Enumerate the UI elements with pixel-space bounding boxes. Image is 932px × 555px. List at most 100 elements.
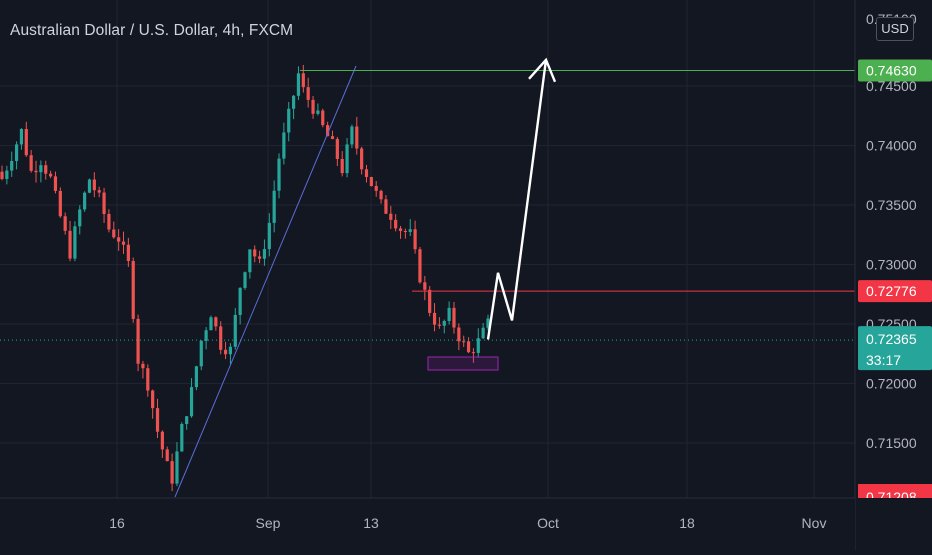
ascending-trendline (174, 65, 357, 498)
candle (486, 314, 490, 331)
candle (257, 250, 262, 264)
candle (0, 165, 4, 181)
candle-body (68, 230, 72, 259)
candle-body (267, 222, 271, 250)
candle (413, 220, 417, 254)
candle-body (39, 165, 43, 173)
candle (170, 453, 174, 492)
candle-body (175, 451, 179, 484)
candle (117, 229, 121, 251)
candle-body (126, 244, 130, 261)
candle (437, 317, 441, 329)
candle-body (151, 390, 155, 409)
candle (287, 101, 291, 142)
candle-body (350, 126, 354, 145)
candle (272, 180, 276, 233)
candle-body (398, 228, 403, 232)
candle-body (102, 192, 106, 214)
candle (432, 303, 437, 332)
y-tick-label: 0.72000 (866, 376, 917, 392)
candle-body (452, 307, 456, 328)
candle-body (316, 110, 320, 114)
candle-body (34, 170, 38, 173)
candle (97, 186, 101, 198)
candle-body (272, 190, 276, 223)
candle (447, 301, 451, 325)
x-tick-label: Sep (256, 515, 281, 531)
candle-body (233, 314, 237, 347)
candle (471, 348, 476, 363)
candle (121, 231, 126, 254)
candle-body (292, 95, 296, 109)
candle (92, 172, 96, 198)
candle-body (476, 338, 480, 353)
candle (14, 141, 19, 170)
projection-arrowhead (528, 57, 557, 83)
support-zone-box (427, 356, 499, 371)
candle (277, 153, 281, 199)
candle-body (238, 287, 242, 315)
currency-button[interactable]: USD (876, 17, 914, 41)
current-price-tag: 0.72365 33:17 (858, 326, 932, 371)
candle-body (121, 241, 126, 245)
candle-body (257, 256, 262, 259)
candle-body (379, 190, 383, 200)
chart-grid (0, 0, 855, 498)
candle-body (466, 341, 471, 353)
candle-body (87, 179, 92, 193)
candle-body (92, 179, 96, 191)
candle (267, 213, 271, 257)
candle-body (374, 185, 378, 191)
candle-body (49, 173, 53, 177)
target-price-tag: 0.74630 (858, 59, 932, 82)
candle (457, 323, 461, 351)
candle-body (423, 282, 427, 290)
candle (384, 195, 388, 215)
candle (78, 205, 82, 235)
candle (19, 128, 24, 150)
candle-body (418, 249, 422, 283)
candle-body (345, 144, 349, 174)
candle (262, 239, 267, 266)
candle (282, 122, 286, 165)
candle (462, 335, 466, 347)
current-price-text: 0.72365 (866, 331, 917, 347)
candle (394, 214, 398, 232)
candlestick-series (0, 64, 490, 492)
candle-body (73, 226, 77, 259)
candle-body (326, 125, 330, 137)
candle-body (355, 126, 359, 149)
candle-body (277, 158, 281, 191)
candle (345, 138, 349, 178)
y-tick-label: 0.74000 (866, 138, 917, 154)
candle-body (369, 177, 373, 186)
candle-body (14, 144, 19, 162)
candle-body (228, 346, 233, 355)
candle-body (44, 165, 48, 174)
candle-body (155, 408, 160, 432)
candle (126, 237, 130, 267)
candle (209, 315, 213, 331)
candle (442, 319, 446, 334)
candle (112, 221, 116, 239)
candle-body (24, 128, 28, 156)
candle (389, 205, 393, 229)
time-axis: 16 Sep 13 Oct 18 Nov (0, 497, 855, 550)
candle-body (223, 349, 228, 355)
candle (355, 116, 359, 155)
candle-body (335, 138, 339, 159)
candle (141, 360, 145, 379)
candle-body (10, 161, 14, 171)
candle-body (384, 199, 388, 214)
candle-body (170, 461, 174, 484)
candle-body (0, 171, 4, 179)
x-tick-label: 16 (109, 515, 125, 531)
candle-body (486, 318, 490, 328)
candle (5, 165, 9, 185)
candle (83, 191, 87, 212)
low-price-text: 0.71208 (866, 489, 917, 505)
candle (292, 94, 296, 120)
candle-body (389, 213, 393, 220)
